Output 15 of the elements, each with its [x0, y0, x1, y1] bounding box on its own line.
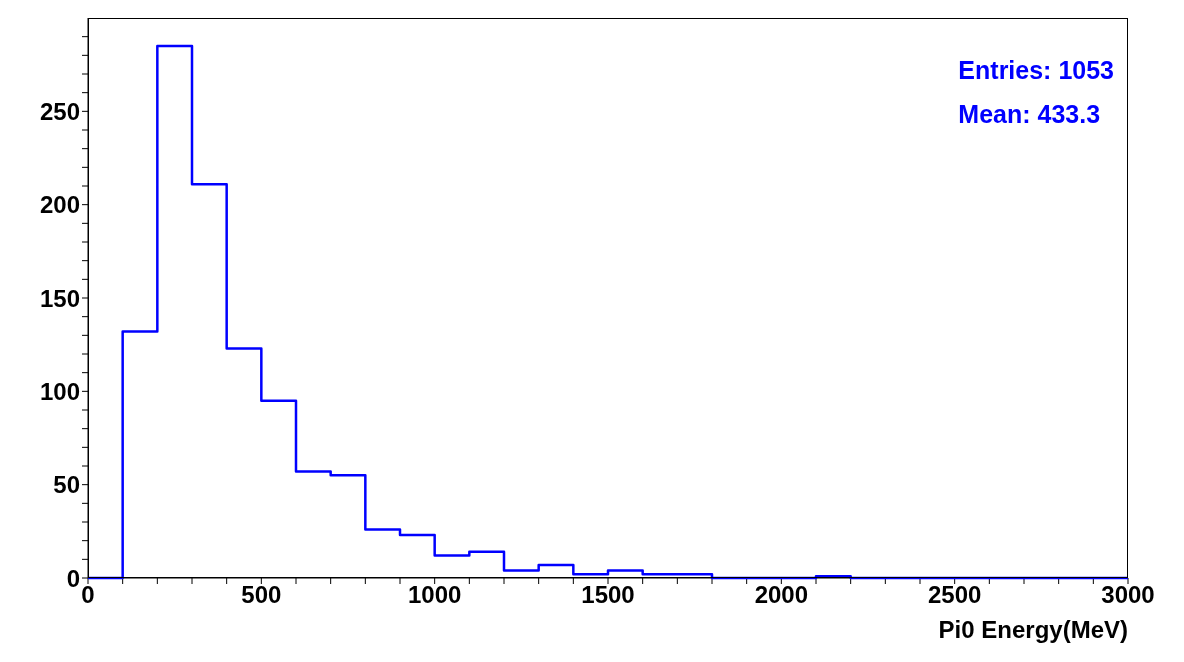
x-tick-label: 500 [241, 581, 282, 609]
x-tick-label: 3000 [1101, 581, 1155, 609]
annotation: Entries: 1053 [958, 55, 1114, 86]
x-tick-label: 1500 [581, 581, 635, 609]
y-tick-label: 0 [66, 564, 80, 592]
x-tick-label: 1000 [407, 581, 462, 609]
annotation: Mean: 433.3 [958, 99, 1102, 130]
y-tick-label: 200 [39, 191, 80, 219]
x-tick-label: 2000 [754, 581, 809, 609]
y-tick-label: 50 [53, 471, 80, 499]
y-tick-label: 250 [39, 97, 80, 125]
x-tick-label: 2500 [927, 581, 982, 609]
y-tick-label: 150 [39, 284, 80, 312]
x-axis-title: Pi0 Energy(MeV) [938, 616, 1128, 643]
y-tick-label: 100 [39, 377, 80, 405]
